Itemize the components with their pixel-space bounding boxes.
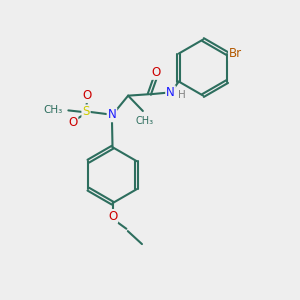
- Text: Br: Br: [229, 47, 242, 60]
- Text: S: S: [82, 105, 90, 119]
- Text: O: O: [151, 66, 160, 79]
- Text: N: N: [166, 86, 175, 99]
- Text: O: O: [108, 210, 117, 223]
- Text: O: O: [83, 89, 92, 102]
- Text: N: N: [108, 108, 116, 121]
- Text: CH₃: CH₃: [43, 105, 62, 116]
- Text: O: O: [68, 116, 77, 129]
- Text: CH₃: CH₃: [135, 116, 153, 126]
- Text: H: H: [178, 90, 186, 100]
